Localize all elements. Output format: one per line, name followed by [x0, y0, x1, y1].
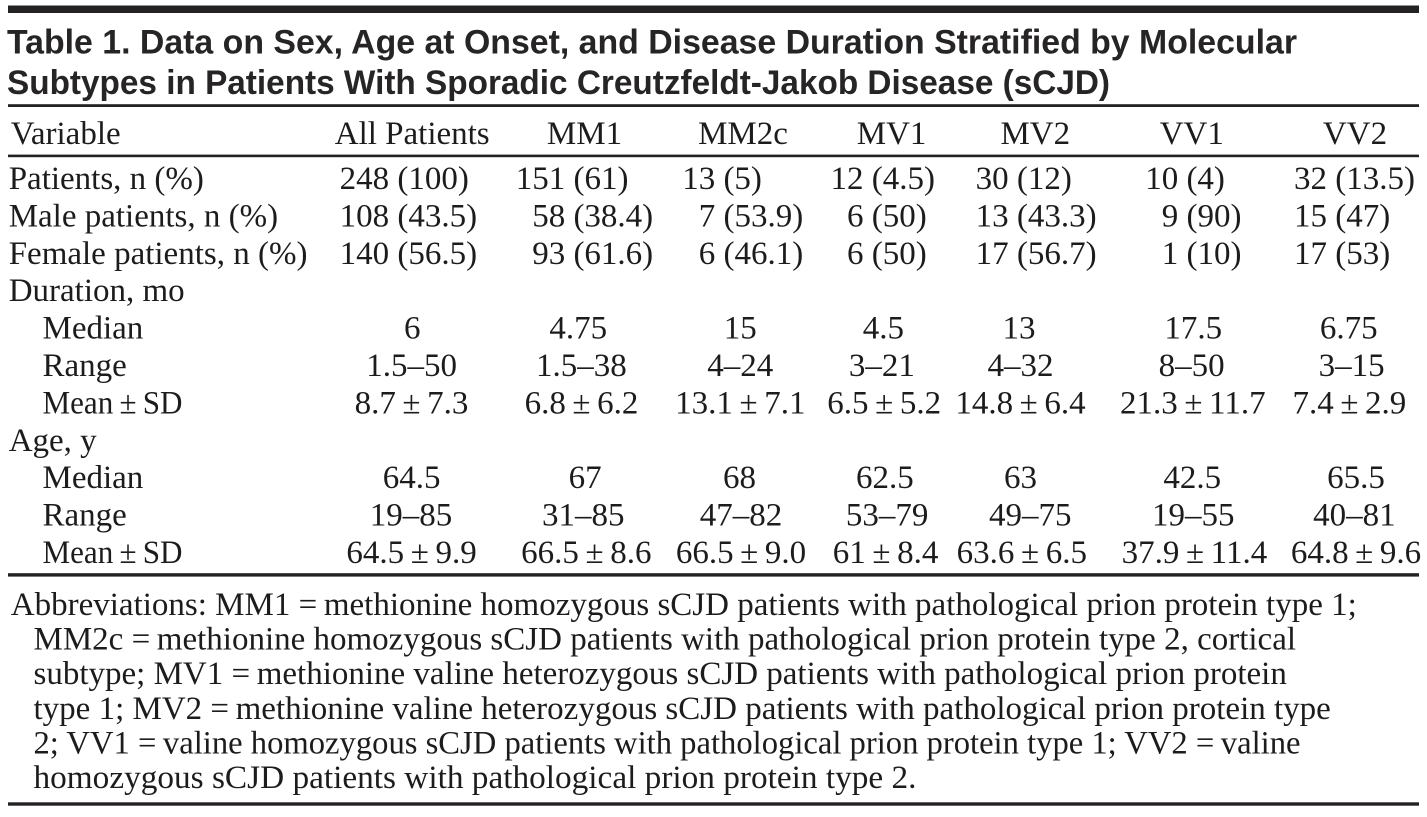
- svg-text:1 (10): 1 (10): [1162, 236, 1242, 272]
- svg-text:32 (13.5): 32 (13.5): [1294, 161, 1415, 197]
- svg-text:Female patients, n (%): Female patients, n (%): [9, 236, 308, 272]
- svg-text:type 1; MV2 = methionine valin: type 1; MV2 = methionine valine heterozy…: [34, 691, 1331, 727]
- svg-text:6 (50): 6 (50): [847, 236, 927, 272]
- svg-text:4–24: 4–24: [707, 348, 773, 384]
- svg-text:1.5–50: 1.5–50: [366, 348, 457, 384]
- svg-text:30 (12): 30 (12): [976, 161, 1072, 197]
- svg-text:7 (53.9): 7 (53.9): [699, 198, 803, 234]
- svg-text:13: 13: [1003, 311, 1036, 347]
- svg-text:All Patients: All Patients: [335, 116, 490, 152]
- svg-text:66.5 ± 9.0: 66.5 ± 9.0: [676, 535, 806, 571]
- svg-text:MM1: MM1: [547, 116, 622, 152]
- svg-text:68: 68: [723, 460, 756, 496]
- svg-text:53–79: 53–79: [846, 498, 929, 534]
- svg-text:19–55: 19–55: [1152, 498, 1235, 534]
- svg-text:108 (43.5): 108 (43.5): [340, 198, 477, 234]
- svg-text:66.5 ± 8.6: 66.5 ± 8.6: [521, 535, 651, 571]
- svg-text:6: 6: [404, 311, 421, 347]
- svg-text:6.8 ± 6.2: 6.8 ± 6.2: [525, 385, 639, 421]
- svg-text:3–15: 3–15: [1319, 348, 1385, 384]
- svg-text:63: 63: [1004, 460, 1037, 496]
- svg-text:6 (50): 6 (50): [847, 198, 927, 234]
- svg-text:13 (5): 13 (5): [682, 161, 762, 197]
- svg-text:13 (43.3): 13 (43.3): [976, 198, 1097, 234]
- svg-text:64.5 ± 9.9: 64.5 ± 9.9: [346, 535, 476, 571]
- svg-text:6 (46.1): 6 (46.1): [699, 236, 803, 272]
- svg-text:12 (4.5): 12 (4.5): [831, 161, 935, 197]
- svg-text:MM2c = methionine homozygous s: MM2c = methionine homozygous sCJD patien…: [34, 622, 1297, 658]
- svg-text:62.5: 62.5: [856, 460, 914, 496]
- svg-text:19–85: 19–85: [370, 498, 453, 534]
- svg-text:Range: Range: [43, 348, 127, 384]
- svg-text:13.1 ± 7.1: 13.1 ± 7.1: [675, 385, 805, 421]
- svg-text:151 (61): 151 (61): [516, 161, 629, 197]
- svg-text:2; VV1 = valine homozygous sCJ: 2; VV1 = valine homozygous sCJD patients…: [34, 725, 1301, 761]
- svg-text:61 ± 8.4: 61 ± 8.4: [833, 535, 939, 571]
- svg-text:VV2: VV2: [1323, 116, 1387, 152]
- svg-text:homozygous sCJD patients with: homozygous sCJD patients with pathologic…: [34, 760, 917, 796]
- svg-text:4–32: 4–32: [988, 348, 1054, 384]
- svg-text:47–82: 47–82: [700, 498, 783, 534]
- svg-text:7.4 ± 2.9: 7.4 ± 2.9: [1292, 385, 1406, 421]
- svg-text:Male patients, n (%): Male patients, n (%): [9, 198, 278, 234]
- svg-text:14.8 ± 6.4: 14.8 ± 6.4: [955, 385, 1085, 421]
- svg-text:Duration, mo: Duration, mo: [9, 273, 185, 309]
- svg-text:140 (56.5): 140 (56.5): [340, 236, 477, 272]
- svg-text:248 (100): 248 (100): [340, 161, 469, 197]
- svg-text:MV1: MV1: [857, 116, 927, 152]
- svg-text:Subtypes in Patients With Spor: Subtypes in Patients With Sporadic Creut…: [7, 64, 1110, 102]
- svg-text:17 (53): 17 (53): [1294, 236, 1390, 272]
- svg-text:4.75: 4.75: [549, 311, 607, 347]
- svg-text:15 (47): 15 (47): [1294, 198, 1390, 234]
- svg-text:1.5–38: 1.5–38: [536, 348, 627, 384]
- svg-text:49–75: 49–75: [989, 498, 1072, 534]
- svg-text:42.5: 42.5: [1163, 460, 1221, 496]
- svg-text:10 (4): 10 (4): [1145, 161, 1225, 197]
- svg-text:64.8 ± 9.6: 64.8 ± 9.6: [1291, 535, 1421, 571]
- svg-text:Age, y: Age, y: [9, 423, 97, 459]
- svg-text:6.75: 6.75: [1320, 311, 1378, 347]
- svg-text:93 (61.6): 93 (61.6): [532, 236, 653, 272]
- svg-text:4.5: 4.5: [863, 311, 904, 347]
- svg-text:Range: Range: [43, 498, 127, 534]
- svg-text:VV1: VV1: [1160, 116, 1224, 152]
- svg-text:Patients, n (%): Patients, n (%): [9, 161, 204, 197]
- svg-text:40–81: 40–81: [1313, 498, 1396, 534]
- svg-text:MM2c: MM2c: [698, 116, 788, 152]
- svg-text:Mean ± SD: Mean ± SD: [43, 535, 183, 571]
- svg-text:17 (56.7): 17 (56.7): [976, 236, 1097, 272]
- svg-text:Variable: Variable: [11, 116, 121, 152]
- svg-text:Abbreviations: MM1 = methionin: Abbreviations: MM1 = methionine homozygo…: [11, 587, 1357, 623]
- svg-text:Table 1. Data on Sex, Age at O: Table 1. Data on Sex, Age at Onset, and …: [7, 23, 1297, 61]
- svg-text:15: 15: [724, 311, 757, 347]
- svg-text:63.6 ± 6.5: 63.6 ± 6.5: [957, 535, 1087, 571]
- svg-text:subtype; MV1 = methionine vali: subtype; MV1 = methionine valine heteroz…: [34, 656, 1287, 692]
- svg-text:6.5 ± 5.2: 6.5 ± 5.2: [827, 385, 941, 421]
- svg-text:MV2: MV2: [1000, 116, 1070, 152]
- svg-text:65.5: 65.5: [1327, 460, 1385, 496]
- svg-text:67: 67: [569, 460, 602, 496]
- svg-text:37.9 ± 11.4: 37.9 ± 11.4: [1122, 535, 1268, 571]
- svg-text:Median: Median: [43, 311, 144, 347]
- svg-text:3–21: 3–21: [849, 348, 915, 384]
- svg-text:Median: Median: [43, 460, 144, 496]
- svg-text:21.3 ± 11.7: 21.3 ± 11.7: [1120, 385, 1266, 421]
- svg-text:31–85: 31–85: [542, 498, 625, 534]
- svg-text:Mean ± SD: Mean ± SD: [43, 385, 183, 421]
- svg-text:8–50: 8–50: [1159, 348, 1225, 384]
- svg-text:9 (90): 9 (90): [1162, 198, 1242, 234]
- svg-text:64.5: 64.5: [383, 460, 441, 496]
- svg-text:8.7 ± 7.3: 8.7 ± 7.3: [355, 385, 469, 421]
- svg-text:17.5: 17.5: [1164, 311, 1222, 347]
- svg-text:58 (38.4): 58 (38.4): [532, 198, 653, 234]
